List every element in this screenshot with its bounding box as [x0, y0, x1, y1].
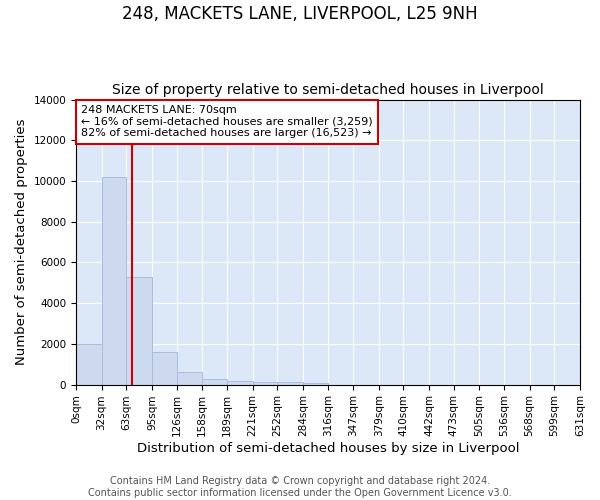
Text: Contains HM Land Registry data © Crown copyright and database right 2024.
Contai: Contains HM Land Registry data © Crown c… — [88, 476, 512, 498]
Bar — [176, 372, 202, 384]
Text: 248 MACKETS LANE: 70sqm
← 16% of semi-detached houses are smaller (3,259)
82% of: 248 MACKETS LANE: 70sqm ← 16% of semi-de… — [81, 106, 373, 138]
Bar — [202, 379, 227, 384]
Bar — [227, 381, 253, 384]
Bar — [253, 382, 277, 384]
Bar — [127, 276, 152, 384]
Title: Size of property relative to semi-detached houses in Liverpool: Size of property relative to semi-detach… — [112, 83, 544, 97]
Bar — [101, 177, 127, 384]
Bar — [277, 382, 303, 384]
Bar — [76, 344, 101, 385]
Bar — [152, 352, 176, 384]
Text: 248, MACKETS LANE, LIVERPOOL, L25 9NH: 248, MACKETS LANE, LIVERPOOL, L25 9NH — [122, 5, 478, 23]
Bar — [303, 382, 328, 384]
Y-axis label: Number of semi-detached properties: Number of semi-detached properties — [15, 119, 28, 366]
X-axis label: Distribution of semi-detached houses by size in Liverpool: Distribution of semi-detached houses by … — [137, 442, 519, 455]
